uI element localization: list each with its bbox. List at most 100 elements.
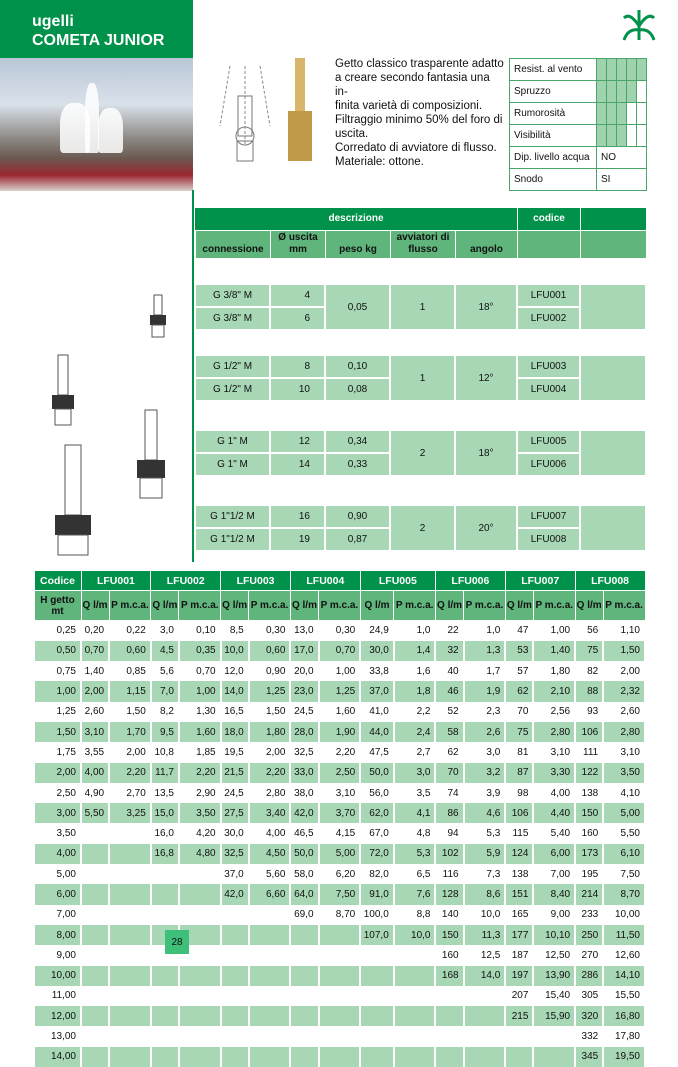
flow-cell — [219, 945, 250, 966]
pressure-cell — [247, 1046, 292, 1067]
jet-height-cell: 14,00 — [33, 1046, 82, 1067]
pressure-cell: 1,60 — [177, 721, 222, 743]
flow-cell: 82 — [574, 661, 605, 682]
flow-cell — [79, 843, 111, 865]
pressure-cell: 3,30 — [532, 762, 577, 783]
flow-cell: 62 — [434, 742, 465, 763]
rating-label: Visibilità — [509, 124, 597, 147]
flow-cell: 32 — [434, 640, 465, 662]
code-cell: LFU001 — [517, 284, 580, 307]
pressure-cell: 16,80 — [602, 1006, 646, 1027]
flow-cell: 100,0 — [359, 904, 395, 925]
pressure-cell — [177, 1046, 222, 1067]
pressure-cell: 1,30 — [177, 701, 222, 722]
rating-bar-segment — [606, 102, 617, 125]
column-header: Ø uscita mm — [271, 231, 325, 258]
pressure-cell: 3,2 — [462, 762, 507, 783]
rating-label: Spruzzo — [509, 80, 597, 103]
pressure-cell — [247, 904, 292, 925]
pressure-cell: 0,60 — [247, 640, 292, 662]
pressure-cell: 3,9 — [462, 782, 507, 804]
pressure-cell: 6,00 — [532, 843, 577, 865]
flow-cell: 37,0 — [359, 681, 395, 702]
p-header: P m.c.a. — [248, 590, 291, 621]
pressure-cell — [177, 1026, 222, 1047]
table-row: 10,00 168 14,0 197 13,90 286 14,10 — [33, 965, 646, 986]
pressure-cell: 14,10 — [602, 965, 646, 986]
pressure-cell — [108, 1046, 152, 1067]
pressure-cell: 1,50 — [247, 701, 292, 722]
weight-cell: 0,34 — [325, 430, 390, 453]
property-value: NO — [596, 146, 647, 169]
flow-cell: 138 — [574, 782, 605, 804]
flow-starter-cell: 1 — [390, 355, 455, 401]
flow-cell: 4,00 — [79, 762, 111, 783]
flow-cell: 70 — [434, 762, 465, 783]
pressure-cell — [462, 1046, 507, 1067]
rating-bar-segment — [636, 58, 647, 81]
pressure-cell: 1,80 — [247, 721, 292, 743]
flow-cell: 165 — [504, 904, 535, 925]
pressure-cell: 1,6 — [392, 661, 437, 682]
flow-cell: 10,8 — [149, 742, 180, 763]
pressure-cell — [317, 1026, 362, 1047]
outlet-diameter-cell: 14 — [270, 453, 325, 476]
jet-height-cell: 1,50 — [33, 721, 82, 743]
pressure-cell: 7,6 — [392, 884, 437, 905]
codice-header: Codice — [33, 570, 82, 591]
table-row: 5,00 37,0 5,60 58,0 6,20 82,0 6,5 116 7,3 138 7,00… — [33, 864, 646, 885]
code-cell: LFU007 — [517, 505, 580, 528]
outlet-diameter-cell: 19 — [270, 528, 325, 551]
flow-cell — [434, 1006, 465, 1027]
flow-cell: 30,0 — [219, 823, 250, 844]
flow-cell: 320 — [574, 1006, 605, 1027]
connection-cell: G 1"1/2 M — [195, 505, 270, 528]
flow-cell: 215 — [504, 1006, 535, 1027]
pressure-cell: 1,40 — [532, 640, 577, 662]
pressure-cell — [247, 985, 292, 1007]
flow-cell: 17,0 — [289, 640, 320, 662]
pressure-cell: 5,3 — [392, 843, 437, 865]
pressure-cell: 2,20 — [177, 762, 222, 783]
p-header: P m.c.a. — [393, 590, 436, 621]
pressure-cell: 3,0 — [462, 742, 507, 763]
flow-cell — [219, 985, 250, 1007]
flow-cell: 151 — [504, 884, 535, 905]
flow-cell: 13,0 — [289, 620, 320, 641]
pressure-cell: 1,0 — [392, 620, 437, 641]
flow-cell: 122 — [574, 762, 605, 783]
flow-starter-cell: 1 — [390, 284, 455, 330]
table-row: 3,50 16,0 4,20 30,0 4,00 46,5 4,15 67,0 4,8 94 5,3… — [33, 823, 646, 844]
pressure-cell — [108, 965, 152, 986]
blank-cell — [580, 284, 646, 330]
pressure-cell — [108, 884, 152, 905]
pressure-cell: 1,25 — [317, 681, 362, 702]
pressure-cell: 2,70 — [108, 782, 152, 804]
pressure-cell: 3,0 — [392, 762, 437, 783]
pressure-cell — [247, 924, 292, 946]
pressure-cell: 1,00 — [532, 620, 577, 641]
rating-bar-segment — [636, 80, 647, 103]
description-line: Getto classico trasparente adatto — [335, 58, 504, 70]
flow-cell: 57 — [504, 661, 535, 682]
pressure-cell — [247, 1026, 292, 1047]
header-banner: ugelli COMETA JUNIOR — [0, 0, 193, 58]
pressure-cell — [108, 1006, 152, 1027]
nozzle-drawing — [219, 58, 312, 162]
flow-cell — [79, 884, 111, 905]
pressure-cell — [177, 864, 222, 885]
flow-cell: 88 — [574, 681, 605, 702]
flow-cell: 82,0 — [359, 864, 395, 885]
flow-cell: 138 — [504, 864, 535, 885]
table-row: 14,00 345 19,50 — [33, 1046, 646, 1067]
flow-cell — [289, 985, 320, 1007]
flow-cell — [79, 823, 111, 844]
description-line: a creare secondo fantasia una in- — [335, 72, 490, 98]
table-row: 6,00 42,0 6,60 64,0 7,50 91,0 7,6 128 8,6 151 8,40… — [33, 884, 646, 905]
pressure-cell: 11,50 — [602, 924, 646, 946]
jet-height-cell: 0,75 — [33, 661, 82, 682]
flow-cell: 2,60 — [79, 701, 111, 722]
jet-height-cell: 7,00 — [33, 904, 82, 925]
pressure-cell: 0,30 — [317, 620, 362, 641]
flow-cell: 75 — [504, 721, 535, 743]
